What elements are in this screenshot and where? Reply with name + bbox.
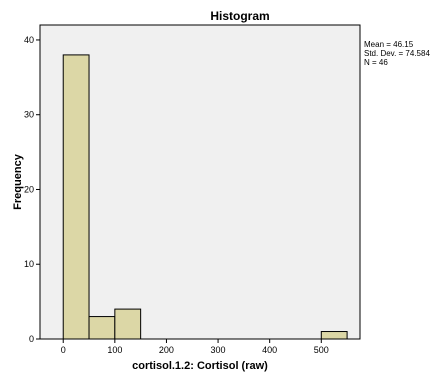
x-axis: 0 100 200 300 400 500	[61, 339, 329, 355]
x-tick-label: 500	[314, 345, 329, 355]
x-tick-label: 100	[107, 345, 122, 355]
histogram-bar	[88, 316, 116, 340]
x-tick-label: 400	[262, 345, 277, 355]
y-tick-label: 20	[24, 184, 34, 194]
x-tick-label: 300	[211, 345, 226, 355]
x-tick-label: 0	[61, 345, 66, 355]
y-tick-label: 40	[24, 35, 34, 45]
y-tick-label: 30	[24, 110, 34, 120]
x-axis-title: cortisol.1.2: Cortisol (raw)	[132, 360, 268, 372]
stat-std-dev: Std. Dev. = 74.584	[364, 49, 430, 58]
stat-mean: Mean = 46.15	[364, 40, 414, 49]
histogram-bar	[320, 331, 348, 340]
chart-title: Histogram	[210, 9, 269, 23]
y-tick-label: 0	[29, 334, 34, 344]
stat-n: N = 46	[364, 58, 388, 67]
y-axis-title: Frequency	[12, 153, 24, 210]
histogram-bar	[114, 308, 142, 340]
plot-area	[39, 24, 361, 340]
x-tick-label: 200	[159, 345, 174, 355]
histogram-bar	[62, 54, 90, 340]
histogram-bars	[62, 54, 348, 340]
y-tick-label: 10	[24, 259, 34, 269]
y-axis: 0 10 20 30 40	[24, 35, 40, 344]
